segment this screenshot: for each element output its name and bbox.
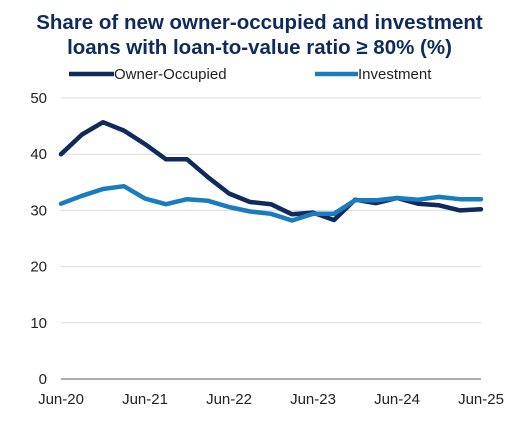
chart-title-line-2: loans with loan-to-value ratio ≥ 80% (%) [67, 36, 452, 59]
chart-title: Share of new owner-occupied and investme… [0, 10, 519, 60]
legend: Owner-Occupied Investment [69, 66, 432, 83]
y-tick-label: 50 [30, 90, 47, 107]
legend-label: Owner-Occupied [114, 66, 227, 83]
y-tick-label: 30 [30, 202, 47, 219]
chart-title-line-1: Share of new owner-occupied and investme… [36, 11, 483, 34]
gridlines [61, 97, 481, 324]
series-line-owner-occupied [58, 119, 484, 223]
series-lines [58, 119, 484, 223]
series-line-investment [58, 183, 484, 223]
x-tick-label: Jun-24 [374, 391, 420, 408]
x-tick-label: Jun-25 [458, 391, 504, 408]
x-tick-label: Jun-20 [38, 391, 84, 408]
legend-label: Investment [358, 66, 432, 83]
y-tick-label: 10 [30, 315, 47, 332]
x-tick-label: Jun-23 [290, 391, 336, 408]
x-tick-label: Jun-22 [206, 391, 252, 408]
axes: 0 10 20 30 40 50 Jun-20 Jun-21 Jun-22 Jun-23 Jun-2… [30, 90, 504, 408]
y-tick-label: 0 [39, 371, 47, 388]
y-tick-label: 40 [30, 146, 47, 163]
y-tick-label: 20 [30, 259, 47, 276]
x-tick-label: Jun-21 [122, 391, 168, 408]
